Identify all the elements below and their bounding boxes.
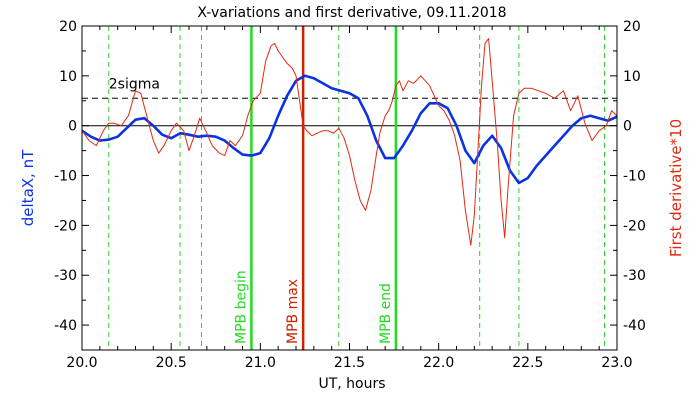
- series-line-derivative: [82, 38, 617, 246]
- y-tick-label-right-6: -40: [623, 318, 646, 334]
- x-tick-label-1: 20.5: [156, 355, 187, 371]
- x-tick-label-6: 23.0: [601, 355, 632, 371]
- event-marker-label-2: MPB end: [378, 283, 394, 344]
- sigma-label: 2sigma: [109, 76, 160, 92]
- x-tick-label-4: 22.0: [423, 355, 454, 371]
- event-marker-label-1: MPB max: [285, 279, 301, 344]
- y-tick-label-right-3: -10: [623, 169, 646, 185]
- event-marker-label-0: MPB begin: [233, 270, 249, 344]
- y-tick-label-right-0: 20: [623, 19, 641, 35]
- y-axis-label-left: deltaX, nT: [19, 149, 37, 226]
- y-tick-label-left-1: 10: [59, 69, 77, 85]
- x-axis-label: UT, hours: [318, 376, 385, 392]
- y-tick-label-left-0: 20: [59, 19, 77, 35]
- x-tick-label-5: 22.5: [512, 355, 543, 371]
- y-tick-label-right-1: 10: [623, 69, 641, 85]
- y-tick-label-right-5: -30: [623, 268, 646, 284]
- marker-layer: 2sigma MPB begin MPB max MPB end: [82, 26, 617, 350]
- plot-frame: [81, 25, 618, 351]
- y-tick-label-right-2: 0: [623, 119, 632, 135]
- x-tick-label-0: 20.0: [66, 355, 97, 371]
- axes-layer: 20 20 10 10 0 0 -10 -10 -20 -20 -30 -30 -40 -40 20.0 20…: [54, 19, 646, 371]
- series-layer: [82, 38, 617, 246]
- chart-title: X-variations and first derivative, 09.11…: [197, 5, 506, 21]
- y-tick-label-right-4: -20: [623, 218, 646, 234]
- y-tick-label-left-6: -40: [54, 318, 77, 334]
- y-tick-label-left-5: -30: [54, 268, 77, 284]
- y-tick-label-left-3: -10: [54, 169, 77, 185]
- y-axis-label-right: First derivative*10: [667, 119, 685, 257]
- x-tick-label-3: 21.5: [334, 355, 365, 371]
- y-tick-label-left-4: -20: [54, 218, 77, 234]
- y-tick-label-left-2: 0: [68, 119, 77, 135]
- series-line-deltaX: [82, 74, 617, 185]
- x-tick-label-2: 21.0: [245, 355, 276, 371]
